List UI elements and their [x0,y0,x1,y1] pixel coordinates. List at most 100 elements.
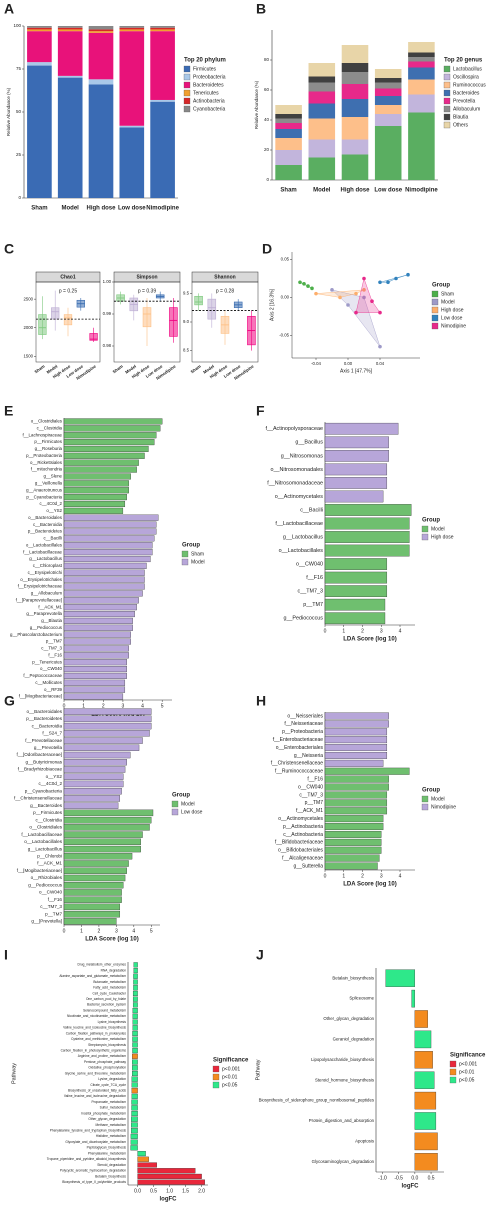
bar [63,809,154,817]
category-label: f__Bifidobacteriaceae [275,840,323,846]
panel-label: H [256,693,266,709]
legend-title: Group [432,283,450,289]
bar [63,666,127,673]
bar [414,1132,438,1151]
category-label: g__[Prevotella] [31,919,62,924]
category-label: f__ACK_M1 [38,604,62,609]
bar-segment [308,157,336,180]
bar [132,1070,138,1077]
x-tick-label: 4 [141,703,144,709]
category-label: Fatty_acid_metabolism [93,986,126,990]
point [370,299,374,304]
category-label: o__YS2 [46,774,63,779]
bar [324,544,410,557]
bar [63,860,129,867]
legend-label: Low dose [441,315,463,321]
bar [324,449,389,462]
category-label: Cysteine_and_methionine_metabolism [71,1037,126,1041]
bar [324,728,388,736]
bar [132,1042,138,1048]
bar [324,422,399,435]
category-label: p__Bacteroidetes [28,529,63,534]
bar-segment [27,29,52,32]
x-tick-label: Nimodipine [146,206,179,212]
category-label: p__Cyanobacteria [26,494,62,499]
category-label: Butanoate_metabolism [93,980,126,984]
bar-segment [341,63,369,72]
panel-border [113,281,181,363]
bar [324,775,389,783]
bar-segment [275,118,302,123]
category-label: f__Lachnospiraceae [22,432,62,437]
category-label: Cell_cycle_Caulobacter [93,991,127,995]
x-tick-label: -0.04 [311,361,321,366]
category-label: o__Lactobacillales [26,542,63,547]
point [330,288,334,292]
point [362,288,366,292]
category-label: Glycine_serine_and_threonine_metabolism [65,1071,127,1075]
category-label: g__Veillonella [35,480,63,485]
category-label: Inositol_phosphate_metabolism [81,1111,126,1115]
legend-swatch [449,1060,457,1068]
box [63,314,73,326]
bar [137,1168,196,1174]
legend-label: Bacteroides [453,90,480,96]
category-label: o__CW040 [40,666,63,671]
bar [411,989,416,1008]
box [207,298,217,320]
category-label: g__Nitrosomonas [281,453,324,459]
bar [63,787,122,795]
bar [131,1099,138,1105]
bar [133,962,138,968]
bar [137,1162,157,1168]
category-label: g__Lactobacillus [28,846,63,851]
bar-segment [88,79,114,85]
p-value: p = 0.25 [59,288,77,294]
bar [63,759,127,766]
category-label: o__Lactobacillales [279,548,324,554]
category-label: Other_glycan_degradation [323,1016,374,1021]
panel-label: A [4,1,14,17]
category-label: p__Firmicutes [33,810,63,815]
category-label: Alanine_aspartate_and_glutamate_metaboli… [59,974,126,978]
category-label: Drug_metabolism_other_enzymes [77,963,126,967]
x-tick-label: 1 [342,873,345,879]
bar-segment [57,31,83,76]
bar-segment [275,165,302,180]
bar-segment [27,31,52,63]
category-label: f__[Odoribacteraceae] [17,752,62,757]
bar [63,715,152,723]
legend-title: Significance [450,1053,486,1059]
bar [132,1053,138,1059]
legend-swatch [443,97,451,105]
y-tick-label: 2500 [23,296,33,301]
point [354,310,358,315]
category-label: o__Erysipelotrichales [20,577,63,582]
bar-segment [308,118,336,140]
category-label: Biosynthesis_of_unsaturated_fatty_acids [68,1088,126,1092]
bar-segment [27,27,52,30]
bar [63,910,121,918]
x-tick-label: Sham [280,188,296,194]
bar [132,1065,138,1071]
category-label: p__Actinobacteria [283,824,323,830]
bar-segment [27,62,52,66]
category-label: f__Peptococcaceae [23,673,62,678]
x-tick-label: 5 [150,928,153,934]
box [169,307,178,337]
x-tick-label: 3 [115,928,118,934]
category-label: o__Clostridiales [31,419,63,424]
legend-swatch [183,105,191,113]
x-tick-label: Model [124,364,137,375]
bar [63,903,121,911]
bar-segment [308,103,336,119]
bar-segment [374,82,402,89]
legend-swatch [181,550,189,558]
category-label: Carbon_fixation_pathways_in_prokaryotes [66,1031,127,1035]
bar-segment [374,126,402,180]
bar [63,824,150,831]
y-tick-label: -0.05 [279,332,289,337]
bar-segment [408,94,435,113]
bar [63,610,135,618]
bar [63,569,145,576]
